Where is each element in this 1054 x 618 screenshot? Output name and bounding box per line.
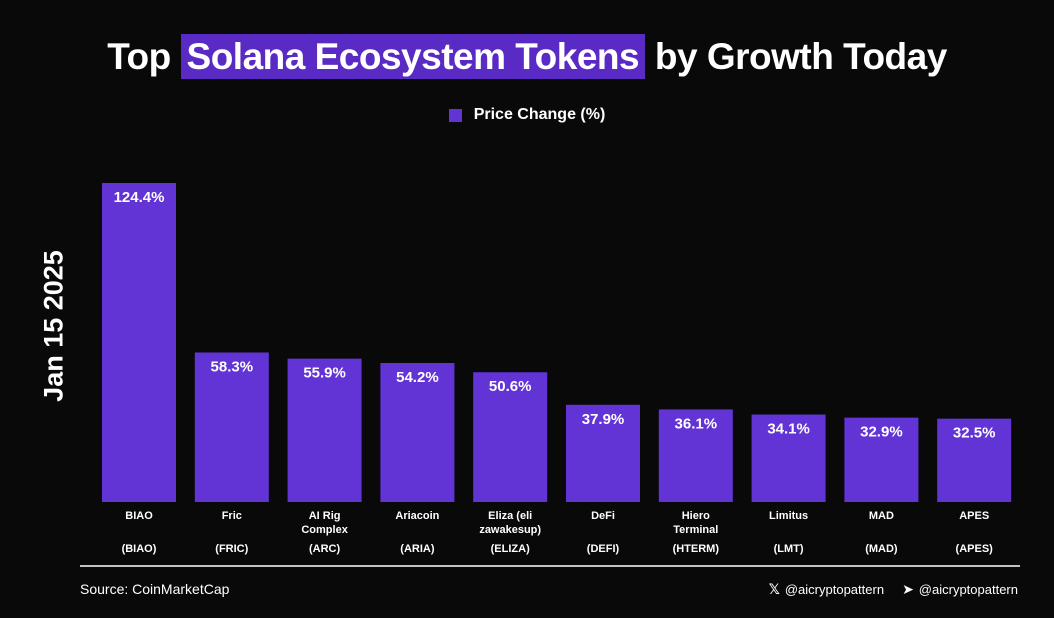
bar-value-label-0: 124.4% xyxy=(114,189,165,206)
category-label-9-2: (APES) xyxy=(956,543,994,555)
telegram-icon: ➤ xyxy=(902,581,914,597)
bar-value-label-8: 32.9% xyxy=(860,424,903,441)
social-x[interactable]: 𝕏 @aicryptopattern xyxy=(769,581,884,598)
category-label-2-2: (ARC) xyxy=(309,543,340,555)
bar-3 xyxy=(380,363,455,502)
category-label-8-0: MAD xyxy=(869,510,894,522)
category-label-0-2: (BIAO) xyxy=(122,543,157,555)
bar-value-label-1: 58.3% xyxy=(211,359,254,376)
category-label-0-0: BIAO xyxy=(125,510,153,522)
bar-value-label-6: 36.1% xyxy=(675,415,718,432)
legend-swatch xyxy=(448,108,462,122)
bar-1 xyxy=(194,352,269,502)
category-label-3-0: Ariacoin xyxy=(395,510,439,522)
category-label-7-2: (LMT) xyxy=(774,543,804,555)
chart-title: Top Solana Ecosystem Tokens by Growth To… xyxy=(0,34,1054,79)
telegram-handle: @aicryptopattern xyxy=(918,582,1018,597)
category-label-6-1: Terminal xyxy=(673,524,718,536)
category-label-2-0: AI Rig xyxy=(309,510,341,522)
title-prefix: Top xyxy=(107,36,171,77)
title-highlight: Solana Ecosystem Tokens xyxy=(180,34,646,79)
category-label-9-0: APES xyxy=(959,510,989,522)
category-label-4-1: zawakesup) xyxy=(479,524,541,536)
category-label-4-0: Eliza (eli xyxy=(488,510,532,522)
bar-6 xyxy=(658,409,733,502)
title-suffix: by Growth Today xyxy=(654,36,947,77)
category-label-7-0: Limitus xyxy=(769,510,808,522)
bar-5 xyxy=(566,404,640,502)
source-label: Source: CoinMarketCap xyxy=(80,581,230,597)
x-handle: @aicryptopattern xyxy=(784,582,885,597)
social-telegram[interactable]: ➤ @aicryptopattern xyxy=(902,581,1018,598)
category-label-5-0: DeFi xyxy=(591,510,615,522)
legend: Price Change (%) xyxy=(0,106,1054,124)
bar-2 xyxy=(287,358,362,502)
bar-value-label-3: 54.2% xyxy=(396,369,439,386)
category-label-1-2: (FRIC) xyxy=(215,543,248,555)
category-label-1-0: Fric xyxy=(222,510,242,522)
bar-value-label-7: 34.1% xyxy=(767,421,810,438)
bar-0 xyxy=(102,183,176,502)
bar-value-label-4: 50.6% xyxy=(489,378,532,395)
category-label-5-2: (DEFI) xyxy=(587,543,620,555)
category-label-6-2: (HTERM) xyxy=(673,543,720,555)
social-handles: 𝕏 @aicryptopattern ➤ @aicryptopattern xyxy=(769,581,1018,598)
legend-label: Price Change (%) xyxy=(473,106,606,123)
bar-8 xyxy=(844,417,919,502)
bar-9 xyxy=(937,418,1012,502)
bar-4 xyxy=(473,372,548,502)
bar-value-label-9: 32.5% xyxy=(953,425,996,442)
bar-value-label-2: 55.9% xyxy=(303,365,346,382)
category-label-6-0: Hiero xyxy=(682,510,710,522)
category-label-8-2: (MAD) xyxy=(865,543,898,555)
x-icon: 𝕏 xyxy=(768,581,780,597)
category-label-3-2: (ARIA) xyxy=(400,543,435,555)
category-label-4-2: (ELIZA) xyxy=(491,543,530,555)
bar-value-label-5: 37.9% xyxy=(582,411,625,428)
bar-7 xyxy=(751,414,826,502)
category-label-2-1: Complex xyxy=(301,524,348,536)
